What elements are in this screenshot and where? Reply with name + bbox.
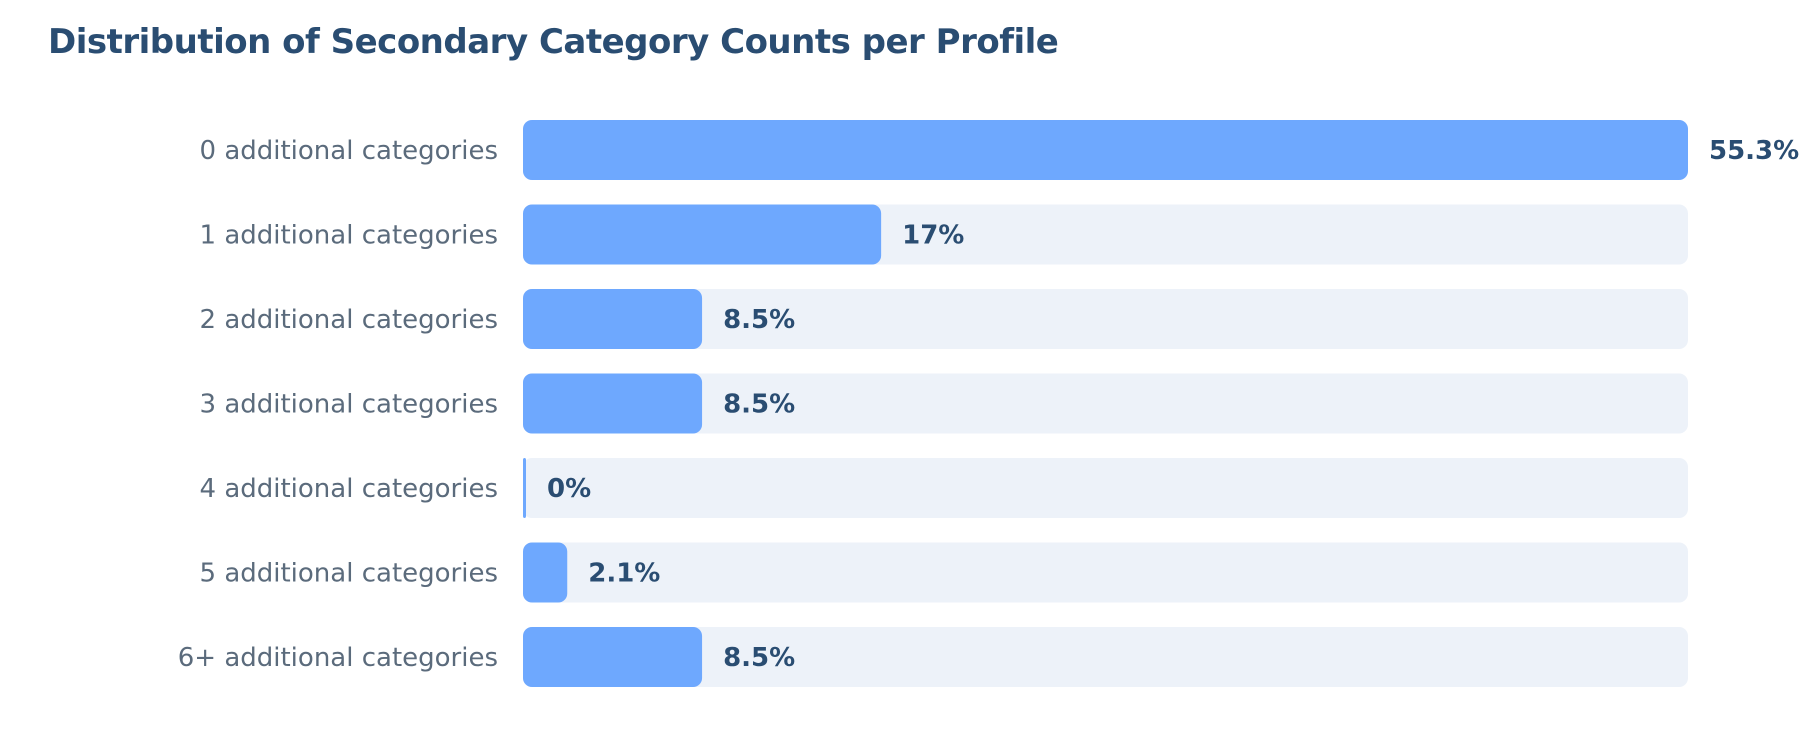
category-label: 5 additional categories [200, 559, 498, 589]
bar [523, 120, 1688, 180]
bar-track [523, 542, 1688, 603]
bar [523, 458, 526, 518]
value-label: 55.3% [1709, 136, 1799, 166]
value-label: 8.5% [723, 643, 795, 673]
bar-row: 5 additional categories 2.1% [200, 542, 1688, 603]
bar-row: 1 additional categories 17% [200, 204, 1688, 265]
bar [523, 373, 703, 434]
bar-row: 3 additional categories 8.5% [200, 373, 1688, 434]
bar-row: 4 additional categories 0% [200, 458, 1688, 518]
bar-track [523, 458, 1688, 518]
bar-row: 0 additional categories 55.3% [200, 120, 1799, 180]
bar-track [523, 627, 1688, 687]
bar [523, 627, 703, 687]
bar [523, 204, 882, 265]
value-label: 8.5% [723, 390, 795, 420]
bar-row: 2 additional categories 8.5% [200, 289, 1688, 349]
bar [523, 289, 703, 349]
value-label: 0% [547, 474, 591, 504]
category-label: 3 additional categories [200, 390, 498, 420]
value-label: 17% [902, 221, 964, 251]
category-label: 1 additional categories [200, 221, 498, 251]
category-label: 2 additional categories [200, 305, 498, 335]
bar-track [523, 289, 1688, 349]
bar-row: 6+ additional categories 8.5% [178, 627, 1688, 687]
category-label: 0 additional categories [200, 136, 498, 166]
bar [523, 542, 568, 603]
category-label: 4 additional categories [200, 474, 498, 504]
value-label: 8.5% [723, 305, 795, 335]
bar-track [523, 373, 1688, 434]
category-label: 6+ additional categories [178, 643, 498, 673]
chart-title: Distribution of Secondary Category Count… [48, 22, 1059, 62]
value-label: 2.1% [588, 559, 660, 589]
